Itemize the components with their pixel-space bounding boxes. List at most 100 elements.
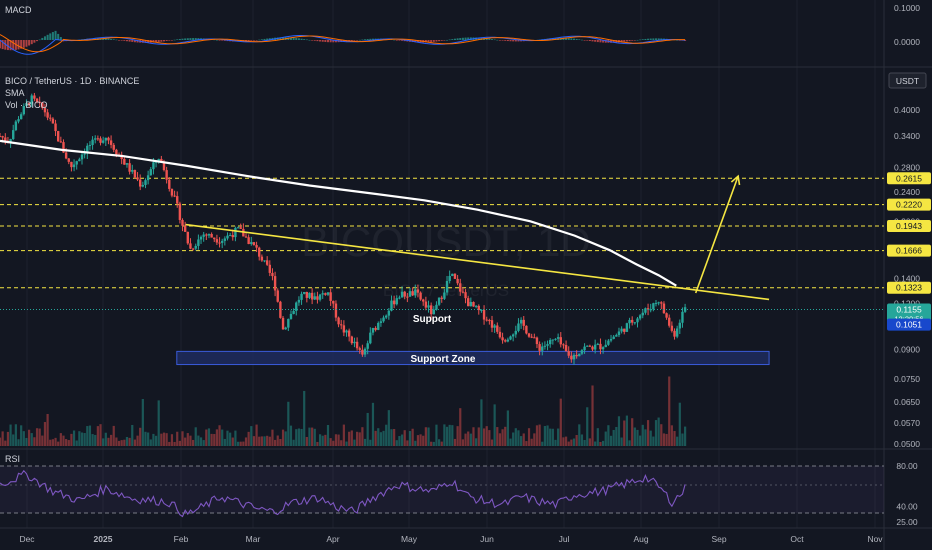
volume-bar [440, 441, 443, 446]
descending-trendline[interactable] [185, 223, 770, 301]
candle [586, 345, 589, 347]
macd-histogram-bar [334, 40, 337, 43]
macd-histogram-bar [580, 39, 583, 41]
candle [49, 114, 52, 122]
candle [215, 234, 219, 245]
candle [334, 300, 338, 322]
candle [250, 236, 253, 246]
macd-histogram-bar [342, 40, 345, 42]
candle [496, 322, 499, 334]
rsi-pane[interactable] [0, 465, 884, 518]
candlestick-series[interactable] [0, 92, 687, 365]
volume-bar [564, 436, 568, 446]
candle [546, 340, 549, 351]
candle [186, 231, 190, 245]
candle [617, 327, 621, 338]
macd-histogram-bar [178, 39, 181, 40]
volume-bar [639, 435, 642, 446]
macd-histogram-bar [115, 39, 118, 41]
macd-histogram-bar [459, 38, 462, 40]
rsi-indicator-title[interactable]: RSI [5, 454, 21, 464]
macd-histogram-bar [25, 40, 28, 47]
volume-bar [684, 426, 687, 446]
volume-bar [141, 399, 144, 446]
rsi-line [0, 469, 686, 518]
macd-histogram-bar [435, 40, 438, 42]
macd-tick-0: 0.1000 [894, 3, 920, 13]
volume-bar [451, 425, 454, 446]
candle [19, 112, 23, 120]
volume-bar [205, 429, 208, 446]
volume-bar [104, 432, 107, 446]
sma-line[interactable] [0, 139, 677, 287]
candle [332, 300, 335, 309]
price-axis[interactable]: USDT 0.1000 0.0000 0.4000 0.3400 0.2800 0.24… [887, 3, 931, 527]
sma-indicator-title[interactable]: SMA [5, 88, 25, 98]
volume-bar [678, 402, 681, 446]
macd-histogram-bar [401, 40, 404, 41]
volume-bar [551, 428, 554, 446]
candle [422, 298, 425, 306]
candle [567, 346, 570, 359]
volume-bar [281, 429, 285, 446]
volume-bar [350, 430, 353, 446]
volume-bar [289, 425, 293, 446]
candle [670, 321, 674, 333]
macd-histogram-bar [588, 40, 591, 41]
time-axis[interactable]: Dec 2025 Feb Mar Apr May Jun Jul Aug Sep Oct Nov [19, 534, 883, 544]
volume-bar [263, 436, 266, 446]
volume-bar [509, 438, 512, 446]
volume-bar [133, 439, 137, 446]
macd-indicator-title[interactable]: MACD [5, 5, 32, 15]
candle [652, 302, 655, 312]
candle [302, 291, 306, 295]
macd-histogram-bar [1, 40, 4, 50]
volume-bar [387, 410, 390, 446]
macd-histogram-bar [416, 40, 419, 43]
macd-histogram-bar [17, 40, 20, 50]
volume-bar [676, 436, 679, 446]
currency-box[interactable] [888, 72, 927, 89]
volume-bar [662, 433, 666, 446]
macd-pane[interactable] [0, 30, 687, 55]
volume-bar [620, 437, 623, 446]
volume-bar [644, 429, 647, 446]
macd-histogram-bar [469, 37, 472, 40]
macd-histogram-bar [639, 39, 642, 41]
macd-histogram-bar [327, 40, 330, 43]
volume-bar [279, 438, 282, 446]
time-tick-2025: 2025 [94, 534, 113, 544]
candle [231, 229, 234, 241]
candle [459, 278, 462, 296]
macd-histogram-bar [456, 38, 459, 40]
candle [326, 292, 330, 297]
candle [25, 99, 28, 107]
volume-bar [94, 434, 97, 446]
candle [369, 327, 372, 345]
macd-histogram-bar [30, 40, 33, 45]
volume-bar [59, 433, 62, 446]
support-zone[interactable]: Support Zone [176, 350, 770, 366]
candle [599, 338, 602, 355]
candle [683, 303, 687, 313]
volume-bar [17, 439, 20, 446]
resistance-badge-0 [887, 172, 931, 185]
candle [263, 260, 266, 263]
volume-bar [112, 425, 115, 446]
candle [662, 301, 666, 314]
time-tick-mar: Mar [246, 534, 261, 544]
support-zone-box[interactable] [176, 350, 770, 366]
macd-histogram-bar [181, 38, 184, 40]
volume-bar [660, 424, 663, 446]
support-price-badge: 0.1051 [887, 318, 931, 331]
volume-indicator-title[interactable]: Vol · BICO [5, 100, 48, 110]
candle [601, 346, 605, 354]
projection-arrow[interactable] [694, 174, 741, 294]
candle [361, 344, 364, 357]
macd-histogram-bar [414, 40, 417, 43]
candle [51, 117, 55, 124]
volume-bar [371, 402, 375, 446]
macd-histogram-bar [308, 39, 311, 41]
candle [429, 302, 433, 320]
